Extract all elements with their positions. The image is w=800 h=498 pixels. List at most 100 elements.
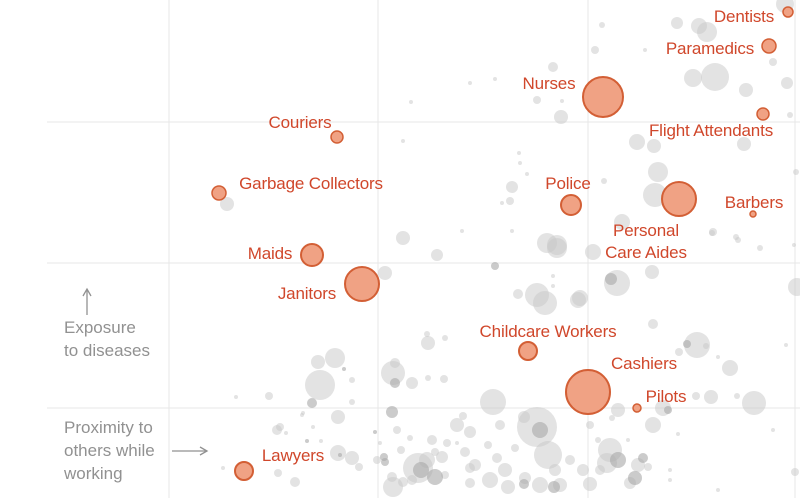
background-bubble-dark	[390, 378, 400, 388]
bubble-dentists[interactable]	[782, 6, 794, 18]
background-bubble	[301, 411, 305, 415]
bubble-nurses[interactable]	[582, 76, 624, 118]
background-bubble	[703, 343, 709, 349]
background-bubble-dark	[338, 453, 342, 457]
background-bubble	[330, 445, 346, 461]
bubble-flight-attendants[interactable]	[756, 107, 770, 121]
background-bubble	[506, 197, 514, 205]
background-bubble-dark	[305, 439, 309, 443]
background-bubble	[501, 480, 515, 494]
background-bubble	[554, 110, 568, 124]
background-bubble	[373, 456, 381, 464]
background-bubble	[585, 244, 601, 260]
background-bubble	[311, 355, 325, 369]
background-bubble	[518, 411, 530, 423]
background-bubble	[221, 466, 225, 470]
background-bubble	[500, 201, 504, 205]
bubble-pilots[interactable]	[632, 403, 642, 413]
background-bubble	[290, 477, 300, 487]
bubble-police[interactable]	[560, 194, 582, 216]
background-bubble	[525, 172, 529, 176]
bubble-maids[interactable]	[300, 243, 324, 267]
background-bubble	[547, 235, 567, 255]
background-bubble	[697, 22, 717, 42]
background-bubble	[464, 426, 476, 438]
background-bubble	[482, 472, 498, 488]
background-bubble	[614, 214, 630, 230]
background-bubble	[390, 358, 400, 368]
background-bubble	[465, 478, 475, 488]
background-bubble-dark	[380, 453, 388, 461]
background-bubble	[378, 441, 382, 445]
background-bubble-dark	[683, 340, 691, 348]
background-bubble	[722, 360, 738, 376]
background-bubble-dark	[532, 422, 548, 438]
background-bubble	[565, 455, 575, 465]
background-bubble	[349, 377, 355, 383]
background-bubble	[716, 355, 720, 359]
y-axis-label: to diseases	[64, 341, 150, 360]
background-bubble	[609, 415, 615, 421]
background-bubble	[591, 46, 599, 54]
label-barbers: Barbers	[725, 193, 783, 212]
background-bubble	[480, 389, 506, 415]
background-bubble	[709, 230, 715, 236]
background-bubble	[560, 99, 564, 103]
background-bubble	[601, 178, 607, 184]
bubble-janitors[interactable]	[344, 266, 380, 302]
background-bubble	[460, 447, 470, 457]
background-bubble	[265, 392, 273, 400]
y-axis-arrowhead-icon	[82, 287, 92, 297]
background-bubble	[757, 245, 763, 251]
background-bubble	[583, 477, 597, 491]
x-axis-label: working	[63, 464, 123, 483]
bubble-barbers[interactable]	[749, 210, 757, 218]
bubble-lawyers[interactable]	[234, 461, 254, 481]
background-bubble	[517, 151, 521, 155]
background-bubble	[424, 331, 430, 337]
label-cashiers: Cashiers	[611, 354, 677, 373]
background-bubble-dark	[519, 479, 529, 489]
background-bubble	[791, 468, 799, 476]
bubble-garbage-collectors[interactable]	[211, 185, 227, 201]
bubble-childcare-workers[interactable]	[518, 341, 538, 361]
bubble-personal-care-aides[interactable]	[661, 181, 697, 217]
background-bubble	[484, 441, 492, 449]
background-bubble	[284, 431, 288, 435]
background-bubble	[393, 426, 401, 434]
label-nurses: Nurses	[523, 74, 576, 93]
background-bubble	[551, 274, 555, 278]
background-bubble	[572, 290, 588, 306]
background-bubble	[511, 444, 519, 452]
background-bubble	[443, 439, 451, 447]
background-bubble	[733, 234, 739, 240]
background-bubble	[676, 432, 680, 436]
bubble-cashiers[interactable]	[565, 369, 611, 415]
background-bubble	[234, 395, 238, 399]
background-bubble-dark	[610, 452, 626, 468]
x-axis-label: Proximity to	[64, 418, 153, 437]
bubble-paramedics[interactable]	[761, 38, 777, 54]
background-bubble	[668, 478, 672, 482]
background-bubble	[781, 77, 793, 89]
background-bubble	[716, 488, 720, 492]
background-bubble	[684, 69, 702, 87]
bubble-couriers[interactable]	[330, 130, 344, 144]
y-axis-label: Exposure	[64, 318, 136, 337]
background-bubble	[325, 348, 345, 368]
background-bubble	[704, 390, 718, 404]
background-bubble	[532, 477, 548, 493]
background-bubble	[671, 17, 683, 29]
background-bubble	[311, 425, 315, 429]
background-bubble	[644, 463, 652, 471]
background-bubble	[431, 249, 443, 261]
label-lawyers: Lawyers	[262, 446, 324, 465]
background-bubble	[533, 291, 557, 315]
background-bubble	[739, 83, 753, 97]
background-bubble	[692, 392, 700, 400]
background-bubble	[345, 451, 359, 465]
label-personal-care-aides: Personal	[613, 221, 679, 240]
background-bubble	[331, 410, 345, 424]
background-bubble	[533, 96, 541, 104]
label-janitors: Janitors	[278, 284, 336, 303]
